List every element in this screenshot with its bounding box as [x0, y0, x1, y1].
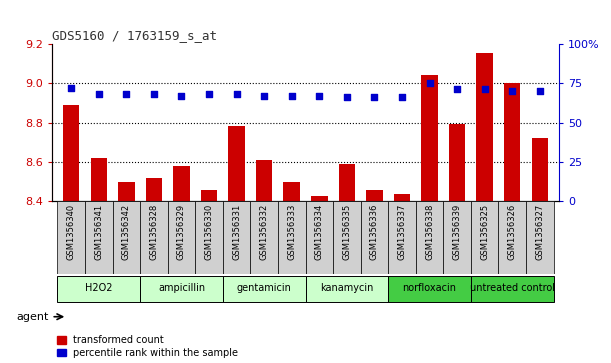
Bar [532, 138, 548, 201]
FancyBboxPatch shape [140, 201, 167, 274]
Text: GSM1356331: GSM1356331 [232, 204, 241, 260]
Point [122, 91, 131, 97]
FancyBboxPatch shape [415, 201, 444, 274]
FancyBboxPatch shape [223, 201, 251, 274]
Bar [173, 166, 190, 201]
Text: GSM1356337: GSM1356337 [398, 204, 406, 260]
Text: GSM1356327: GSM1356327 [535, 204, 544, 260]
Text: ampicillin: ampicillin [158, 283, 205, 293]
Bar [145, 178, 162, 201]
Text: GSM1356326: GSM1356326 [508, 204, 517, 260]
Bar [477, 53, 493, 201]
FancyBboxPatch shape [526, 201, 554, 274]
Text: GSM1356332: GSM1356332 [260, 204, 269, 260]
Text: GSM1356330: GSM1356330 [205, 204, 213, 260]
Bar [421, 75, 438, 201]
Text: GSM1356338: GSM1356338 [425, 204, 434, 260]
Point [397, 94, 407, 100]
Bar [118, 182, 134, 201]
FancyBboxPatch shape [306, 276, 388, 302]
Text: kanamycin: kanamycin [320, 283, 373, 293]
Text: untreated control: untreated control [470, 283, 555, 293]
Point [287, 93, 296, 99]
Bar [449, 125, 466, 201]
FancyBboxPatch shape [85, 201, 112, 274]
Point [67, 85, 76, 91]
Text: GSM1356333: GSM1356333 [287, 204, 296, 260]
FancyBboxPatch shape [388, 201, 415, 274]
Bar [90, 158, 107, 201]
FancyBboxPatch shape [112, 201, 140, 274]
Bar [256, 160, 273, 201]
Text: GSM1356342: GSM1356342 [122, 204, 131, 260]
Point [480, 86, 489, 92]
Point [452, 86, 462, 92]
Point [259, 93, 269, 99]
Text: H2O2: H2O2 [85, 283, 112, 293]
Text: GSM1356340: GSM1356340 [67, 204, 76, 260]
Bar [366, 189, 382, 201]
Bar [311, 196, 327, 201]
Text: norfloxacin: norfloxacin [403, 283, 456, 293]
Bar [284, 182, 300, 201]
Point [535, 88, 544, 94]
Bar [338, 164, 355, 201]
FancyBboxPatch shape [306, 201, 333, 274]
FancyBboxPatch shape [251, 201, 278, 274]
Text: GSM1356334: GSM1356334 [315, 204, 324, 260]
Point [204, 91, 214, 97]
Text: GSM1356329: GSM1356329 [177, 204, 186, 260]
Text: GSM1356335: GSM1356335 [342, 204, 351, 260]
Text: GSM1356325: GSM1356325 [480, 204, 489, 260]
Point [232, 91, 241, 97]
FancyBboxPatch shape [223, 276, 306, 302]
FancyBboxPatch shape [333, 201, 360, 274]
Text: GDS5160 / 1763159_s_at: GDS5160 / 1763159_s_at [52, 29, 217, 42]
Text: GSM1356328: GSM1356328 [150, 204, 158, 260]
FancyBboxPatch shape [471, 201, 499, 274]
FancyBboxPatch shape [196, 201, 223, 274]
FancyBboxPatch shape [360, 201, 388, 274]
Point [370, 94, 379, 100]
FancyBboxPatch shape [57, 276, 140, 302]
Text: GSM1356336: GSM1356336 [370, 204, 379, 260]
FancyBboxPatch shape [140, 276, 223, 302]
Bar [504, 83, 521, 201]
Text: GSM1356339: GSM1356339 [453, 204, 461, 260]
Text: GSM1356341: GSM1356341 [94, 204, 103, 260]
Point [507, 88, 517, 94]
Point [177, 93, 186, 99]
FancyBboxPatch shape [444, 201, 471, 274]
FancyBboxPatch shape [167, 201, 196, 274]
FancyBboxPatch shape [499, 201, 526, 274]
Point [149, 91, 159, 97]
FancyBboxPatch shape [388, 276, 471, 302]
Legend: transformed count, percentile rank within the sample: transformed count, percentile rank withi… [57, 335, 238, 358]
Text: gentamicin: gentamicin [236, 283, 291, 293]
Point [342, 94, 352, 100]
FancyBboxPatch shape [471, 276, 554, 302]
Bar [229, 126, 245, 201]
FancyBboxPatch shape [57, 201, 85, 274]
Point [425, 80, 434, 86]
Point [94, 91, 104, 97]
Bar [201, 189, 218, 201]
FancyBboxPatch shape [278, 201, 306, 274]
Point [315, 93, 324, 99]
Bar [63, 105, 79, 201]
Bar [393, 193, 410, 201]
Text: agent: agent [16, 312, 49, 322]
